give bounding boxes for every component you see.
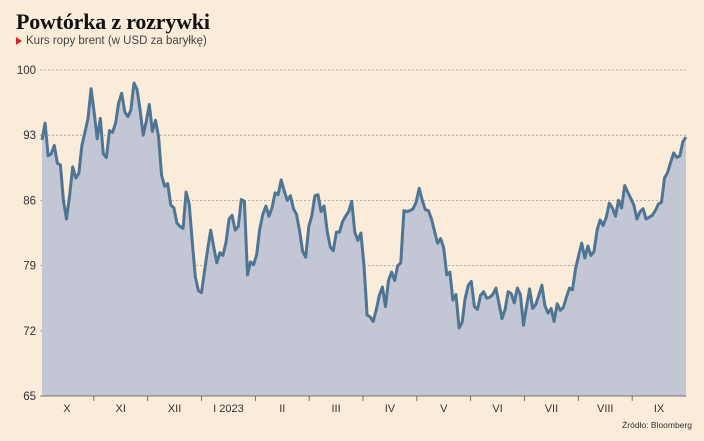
x-tick-label: XI — [116, 403, 126, 415]
x-tick-label: VI — [492, 403, 502, 415]
y-tick-label: 79 — [23, 261, 36, 273]
x-tick-label: X — [63, 403, 71, 415]
y-tick-label: 93 — [23, 130, 36, 142]
chart-title: Powtórka z rozrywki — [16, 9, 210, 34]
x-tick-label: V — [440, 403, 448, 415]
chart-subtitle: Kurs ropy brent (w USD za baryłkę) — [16, 35, 207, 47]
y-axis-ticks: 65 72 79 86 93 100 — [17, 65, 36, 403]
x-tick-label: II — [279, 403, 285, 415]
y-tick-label: 72 — [23, 326, 36, 338]
price-area-fill — [42, 83, 686, 396]
x-tick-label: XII — [168, 403, 181, 415]
price-series-line — [40, 81, 688, 330]
x-tick-label: III — [331, 403, 340, 415]
x-tick-label: IV — [385, 403, 396, 415]
y-tick-label: 65 — [23, 391, 36, 403]
subtitle-text: Kurs ropy brent (w USD za baryłkę) — [26, 35, 207, 47]
x-tick-label: I 2023 — [213, 403, 244, 415]
y-tick-label: 100 — [17, 65, 36, 77]
x-tick-label: VII — [545, 403, 558, 415]
x-tick-label: IX — [654, 403, 665, 415]
source-note: Źródło: Bloomberg — [622, 420, 692, 430]
legend-marker-icon — [16, 37, 22, 45]
y-tick-label: 86 — [23, 195, 36, 207]
x-tick-label: VIII — [597, 403, 614, 415]
x-axis-ticks: X XI XII I 2023 II III IV V VI VII VIII IX — [63, 396, 665, 415]
